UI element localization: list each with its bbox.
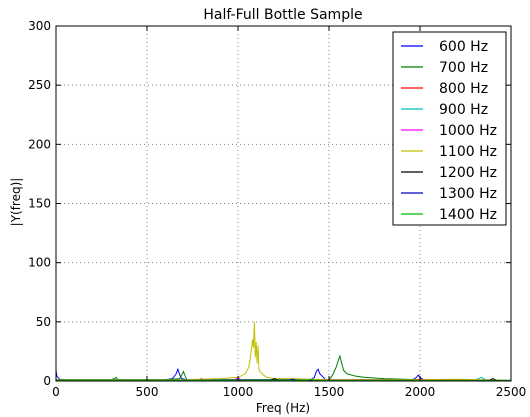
legend-label: 600 Hz — [439, 39, 488, 55]
y-axis-label: |Y(freq)| — [9, 178, 23, 227]
legend-label: 1200 Hz — [439, 165, 497, 181]
legend-label: 900 Hz — [439, 102, 488, 118]
legend-label: 1100 Hz — [439, 144, 497, 160]
y-tick-label: 250 — [28, 78, 51, 92]
y-tick-label: 300 — [28, 19, 51, 33]
y-tick-label: 100 — [28, 256, 51, 270]
x-tick-label: 500 — [136, 385, 159, 399]
series-line-1100-hz — [56, 321, 512, 381]
legend: 600 Hz 700 Hz 800 Hz 900 Hz 1000 Hz 1100 Hz 12… — [392, 31, 507, 226]
y-tick-label: 150 — [28, 197, 51, 211]
x-tick-label: 1500 — [314, 385, 345, 399]
x-tick-label: 2500 — [496, 385, 527, 399]
legend-label: 1000 Hz — [439, 123, 497, 139]
series-layer — [55, 321, 512, 382]
x-tick-label: 1000 — [223, 385, 254, 399]
series-line-700-hz — [56, 354, 512, 381]
x-axis-label: Freq (Hz) — [256, 401, 310, 415]
legend-label: 800 Hz — [439, 81, 488, 97]
legend-label: 700 Hz — [439, 60, 488, 76]
ticks: 0 500 1000 1500 2000 2500 0 50 100 150 200 250 300 — [28, 19, 526, 399]
y-tick-label: 0 — [43, 374, 51, 388]
x-tick-label: 2000 — [405, 385, 436, 399]
y-tick-label: 50 — [36, 315, 51, 329]
y-tick-label: 200 — [28, 137, 51, 151]
legend-label: 1300 Hz — [439, 186, 497, 202]
chart-title: Half-Full Bottle Sample — [203, 7, 362, 23]
series-line-1400-hz — [56, 378, 512, 382]
legend-label: 1400 Hz — [439, 207, 497, 223]
x-tick-label: 0 — [52, 385, 60, 399]
